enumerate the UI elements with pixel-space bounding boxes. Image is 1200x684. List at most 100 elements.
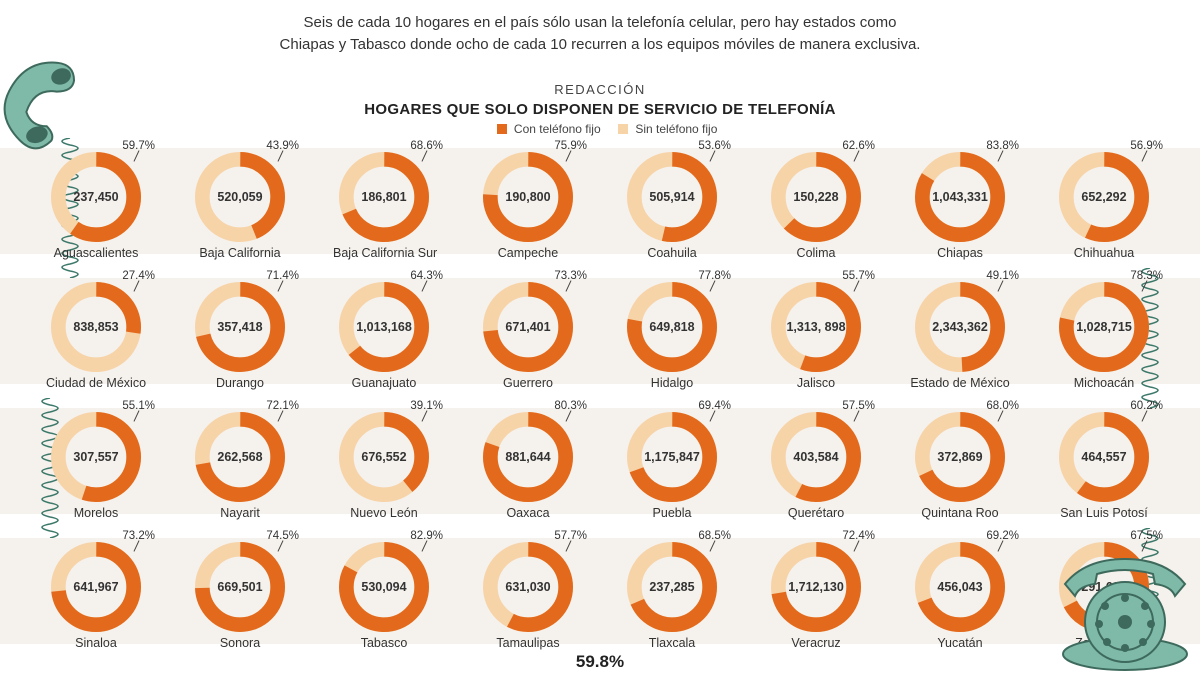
state-name: Sinaloa [45,636,147,650]
donut-chart: 530,094 [339,542,429,632]
donut-value: 671,401 [483,282,573,372]
state-name: Colima [765,246,867,260]
state-name: Oaxaca [477,506,579,520]
state-donut: 60.2%464,557San Luis Potosí [1053,402,1155,532]
state-donut: 69.4%1,175,847Puebla [621,402,723,532]
donut-value: 456,043 [915,542,1005,632]
legend-swatch-without [618,124,628,134]
donut-row-items: 73.2%641,967Sinaloa74.5%669,501Sonora82.… [0,532,1200,662]
state-donut: 72.4%1,712,130Veracruz [765,532,867,662]
state-donut: 62.6%150,228Colima [765,142,867,272]
donut-chart: 671,401 [483,282,573,372]
state-name: Yucatán [909,636,1011,650]
phone-handset-icon [0,60,140,260]
donut-row: 27.4%838,853Ciudad de México71.4%357,418… [0,272,1200,402]
donut-value: 530,094 [339,542,429,632]
donut-value: 838,853 [51,282,141,372]
state-donut: 57.7%631,030Tamaulipas [477,532,579,662]
donut-value: 307,557 [51,412,141,502]
donut-chart: 237,285 [627,542,717,632]
donut-row-items: 59.7%237,450Aguascalientes43.9%520,059Ba… [0,142,1200,272]
rotary-phone-icon [1045,534,1200,684]
donut-chart: 881,644 [483,412,573,502]
donut-value: 652,292 [1059,152,1149,242]
donut-value: 1,043,331 [915,152,1005,242]
donut-chart: 520,059 [195,152,285,242]
state-name: Chiapas [909,246,1011,260]
state-name: Nuevo León [333,506,435,520]
state-name: Campeche [477,246,579,260]
state-donut: 73.3%671,401Guerrero [477,272,579,402]
donut-value: 237,285 [627,542,717,632]
state-donut: 73.2%641,967Sinaloa [45,532,147,662]
state-donut: 43.9%520,059Baja California [189,142,291,272]
donut-chart: 676,552 [339,412,429,502]
donut-value: 881,644 [483,412,573,502]
header-line2: Chiapas y Tabasco donde ocho de cada 10 … [280,36,921,53]
donut-row: 73.2%641,967Sinaloa74.5%669,501Sonora82.… [0,532,1200,662]
donut-chart: 1,043,331 [915,152,1005,242]
donut-chart: 186,801 [339,152,429,242]
state-donut: 68.5%237,285Tlaxcala [621,532,723,662]
donut-row-items: 27.4%838,853Ciudad de México71.4%357,418… [0,272,1200,402]
donut-chart: 838,853 [51,282,141,372]
state-name: Ciudad de México [45,376,147,390]
state-name: Morelos [45,506,147,520]
state-donut: 72.1%262,568Nayarit [189,402,291,532]
donut-chart: 1,013,168 [339,282,429,372]
chart-title: HOGARES QUE SOLO DISPONEN DE SERVICIO DE… [0,101,1200,118]
state-name: Querétaro [765,506,867,520]
donut-value: 464,557 [1059,412,1149,502]
donut-value: 505,914 [627,152,717,242]
state-donut: 55.7%1,313, 898Jalisco [765,272,867,402]
donut-value: 357,418 [195,282,285,372]
legend-label-with: Con teléfono fijo [514,122,601,136]
donut-value: 1,712,130 [771,542,861,632]
state-donut: 68.6%186,801Baja California Sur [333,142,435,272]
donut-value: 520,059 [195,152,285,242]
donut-chart: 403,584 [771,412,861,502]
state-donut: 69.2%456,043Yucatán [909,532,1011,662]
donut-chart: 464,557 [1059,412,1149,502]
state-name: Tabasco [333,636,435,650]
donut-value: 1,028,715 [1059,282,1149,372]
state-donut: 78.3%1,028,715Michoacán [1053,272,1155,402]
state-name: Tlaxcala [621,636,723,650]
donut-value: 403,584 [771,412,861,502]
state-donut: 68.0%372,869Quintana Roo [909,402,1011,532]
legend-label-without: Sin teléfono fijo [635,122,717,136]
donut-chart: 641,967 [51,542,141,632]
donut-value: 641,967 [51,542,141,632]
state-name: Coahuila [621,246,723,260]
donut-chart: 2,343,362 [915,282,1005,372]
state-donut: 75.9%190,800Campeche [477,142,579,272]
state-name: Sonora [189,636,291,650]
state-name: Tamaulipas [477,636,579,650]
donut-chart: 357,418 [195,282,285,372]
state-name: Baja California [189,246,291,260]
state-name: Veracruz [765,636,867,650]
donut-chart: 1,028,715 [1059,282,1149,372]
donut-value: 649,818 [627,282,717,372]
donut-chart: 652,292 [1059,152,1149,242]
state-donut: 80.3%881,644Oaxaca [477,402,579,532]
donut-grid: 59.7%237,450Aguascalientes43.9%520,059Ba… [0,142,1200,662]
header-subtitle: Seis de cada 10 hogares en el país sólo … [0,0,1200,66]
donut-row-items: 55.1%307,557Morelos72.1%262,568Nayarit39… [0,402,1200,532]
donut-value: 2,343,362 [915,282,1005,372]
donut-value: 372,869 [915,412,1005,502]
state-donut: 39.1%676,552Nuevo León [333,402,435,532]
state-donut: 56.9%652,292Chihuahua [1053,142,1155,272]
state-name: Michoacán [1053,376,1155,390]
donut-chart: 307,557 [51,412,141,502]
donut-chart: 631,030 [483,542,573,632]
donut-chart: 1,712,130 [771,542,861,632]
donut-row: 55.1%307,557Morelos72.1%262,568Nayarit39… [0,402,1200,532]
donut-value: 631,030 [483,542,573,632]
state-name: Puebla [621,506,723,520]
donut-chart: 1,313, 898 [771,282,861,372]
state-donut: 74.5%669,501Sonora [189,532,291,662]
state-donut: 57.5%403,584Querétaro [765,402,867,532]
donut-value: 262,568 [195,412,285,502]
donut-value: 676,552 [339,412,429,502]
